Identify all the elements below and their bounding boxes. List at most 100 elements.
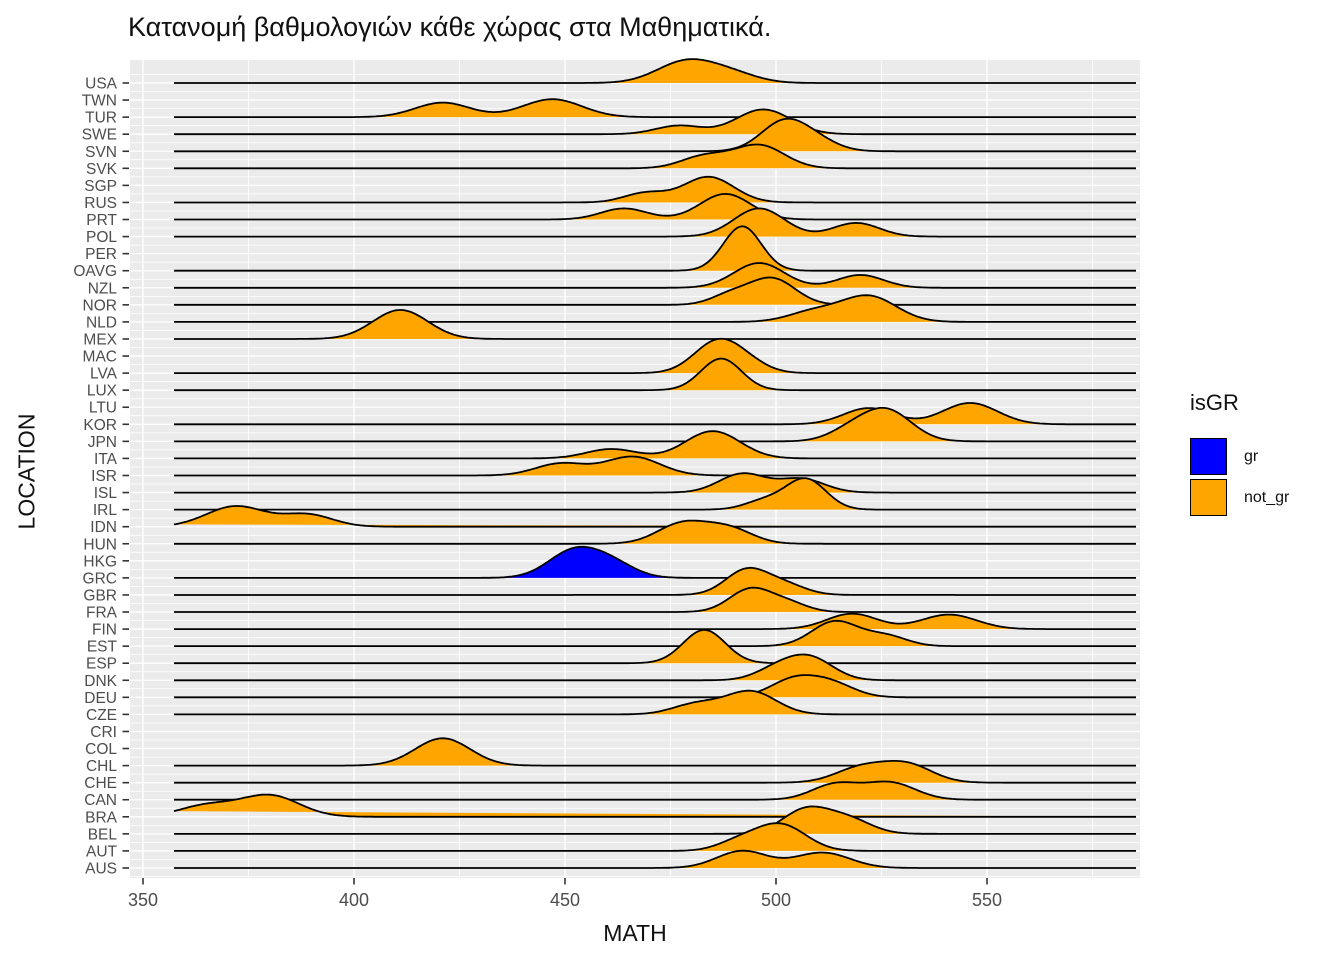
x-axis-title: MATH [603, 920, 667, 946]
y-tick-label-COL: COL [85, 741, 117, 758]
y-tick-label-BEL: BEL [88, 826, 118, 843]
ridge-SVK [174, 143, 1136, 170]
ridge-LUX [174, 357, 1136, 392]
legend-item-gr: gr [1190, 438, 1289, 475]
x-tick-label-550: 550 [972, 890, 1002, 910]
chart-title: Κατανομή βαθμολογιών κάθε χώρας στα Μαθη… [128, 12, 772, 42]
ridge-GBR [174, 566, 1136, 596]
y-tick-label-CZE: CZE [86, 707, 117, 724]
y-tick-label-RUS: RUS [84, 195, 117, 212]
ridge-JPN [174, 407, 1136, 443]
ridge-CAN [174, 780, 1136, 801]
x-tick-label-350: 350 [128, 890, 158, 910]
ridge-CZE [174, 689, 1136, 716]
y-tick-label-MAC: MAC [83, 349, 117, 366]
ridge-POL [174, 207, 1136, 238]
ridge-CHE [174, 760, 1136, 784]
x-tick-label-450: 450 [550, 890, 580, 910]
ridge-RUS [174, 175, 1136, 204]
y-tick-label-FRA: FRA [86, 605, 118, 622]
y-tick-label-SWE: SWE [82, 127, 117, 144]
legend-item-not-gr: not_gr [1190, 479, 1289, 516]
y-tick-label-IDN: IDN [90, 519, 117, 536]
y-tick-label-MEX: MEX [83, 331, 117, 348]
ridge-AUT [174, 822, 1136, 852]
y-tick-label-CHL: CHL [86, 758, 117, 775]
y-tick-label-CRI: CRI [90, 724, 117, 741]
x-tick-label-400: 400 [339, 890, 369, 910]
ridge-IDN [173, 505, 1136, 528]
ridge-NOR [174, 276, 1136, 306]
legend-title: isGR [1190, 390, 1239, 415]
y-tick-label-AUT: AUT [86, 843, 118, 860]
ridge-AUS [174, 849, 1136, 869]
y-tick-label-ESP: ESP [86, 656, 117, 673]
legend-label-not-gr: not_gr [1244, 488, 1290, 506]
ridge-PRT [174, 193, 1136, 221]
ridge-IRL [174, 477, 1136, 511]
y-tick-label-POL: POL [86, 229, 117, 246]
y-tick-label-CAN: CAN [84, 792, 117, 809]
ridge-CHL [174, 737, 1136, 767]
y-tick-label-SVN: SVN [85, 144, 117, 161]
y-tick-label-PER: PER [85, 246, 117, 263]
y-tick-label-BRA: BRA [85, 809, 118, 826]
y-tick-label-NZL: NZL [88, 280, 118, 297]
y-tick-label-ITA: ITA [94, 451, 118, 468]
ridge-BEL [174, 805, 1136, 835]
ridge-OAVG [174, 225, 1136, 272]
y-tick-label-DNK: DNK [84, 673, 117, 690]
y-tick-label-KOR: KOR [83, 417, 117, 434]
ridge-GRC [174, 545, 1136, 579]
ridge-DNK [174, 653, 1136, 682]
y-tick-label-AUS: AUS [85, 860, 117, 877]
y-tick-label-ISL: ISL [94, 485, 118, 502]
y-tick-label-USA: USA [85, 76, 118, 93]
ridge-BRA [173, 793, 1136, 818]
legend-key-gr-swatch [1190, 438, 1227, 475]
y-tick-label-DEU: DEU [84, 690, 117, 707]
ridge-EST [174, 619, 1136, 647]
ridge-HUN [174, 519, 1136, 545]
ridge-USA [174, 58, 1136, 84]
y-tick-label-JPN: JPN [88, 434, 117, 451]
y-tick-label-OAVG: OAVG [73, 263, 117, 280]
ridge-SWE [174, 108, 1136, 136]
y-tick-label-IRL: IRL [93, 502, 118, 519]
y-tick-label-HKG: HKG [83, 553, 117, 570]
ridge-MEX [174, 309, 1136, 340]
ridge-FIN [174, 612, 1136, 630]
ridge-ITA [174, 430, 1136, 460]
y-tick-label-GBR: GBR [83, 587, 117, 604]
y-axis-title: LOCATION [13, 413, 40, 530]
y-tick-label-HUN: HUN [83, 536, 117, 553]
legend-label-gr: gr [1244, 447, 1259, 465]
y-tick-label-SGP: SGP [84, 178, 117, 195]
ridge-ESP [174, 629, 1136, 665]
y-tick-label-EST: EST [87, 639, 118, 656]
ridge-TUR [174, 98, 1136, 118]
y-tick-label-CHE: CHE [84, 775, 117, 792]
ridge-LVA [174, 337, 1136, 374]
y-tick-label-FIN: FIN [92, 622, 117, 639]
legend-key-not-gr-swatch [1190, 479, 1227, 516]
y-tick-label-SVK: SVK [86, 161, 118, 178]
y-tick-label-GRC: GRC [83, 570, 117, 587]
y-tick-label-LVA: LVA [90, 366, 118, 383]
y-tick-label-ISR: ISR [91, 468, 117, 485]
ridge-FRA [174, 586, 1136, 613]
y-tick-label-LTU: LTU [89, 400, 117, 417]
ridge-SVN [174, 117, 1136, 153]
y-tick-label-LUX: LUX [87, 383, 118, 400]
y-tick-label-NLD: NLD [86, 314, 117, 331]
ridge-ISR [174, 455, 1136, 477]
ridge-DEU [174, 674, 1136, 699]
y-tick-label-TUR: TUR [85, 110, 117, 127]
y-tick-label-PRT: PRT [86, 212, 117, 229]
legend: isGR gr not_gr [1190, 390, 1289, 520]
x-tick-label-500: 500 [761, 890, 791, 910]
y-tick-label-NOR: NOR [83, 297, 117, 314]
ridge-NLD [174, 294, 1136, 323]
ridge-ISL [174, 472, 1136, 494]
